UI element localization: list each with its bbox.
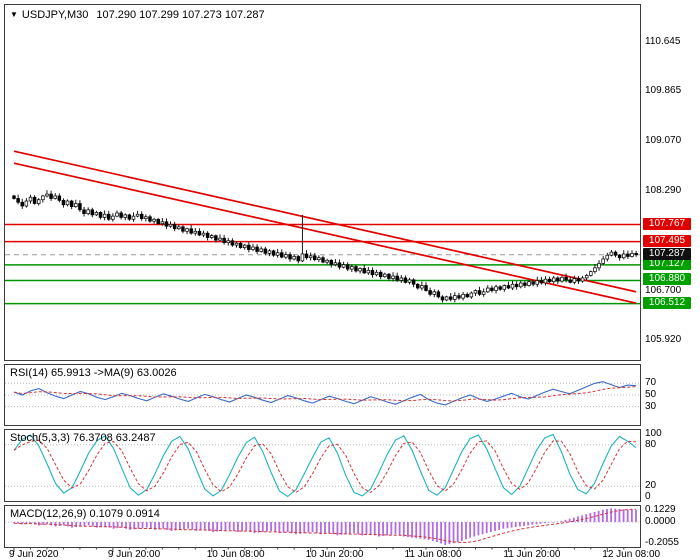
indicator-scale-label: 0.1229 xyxy=(645,504,676,515)
macd-signal-line xyxy=(13,508,637,543)
stochastic-panel: Stoch(5,3,3) 76.3708 63.2487 xyxy=(4,429,641,502)
stochastic-label: Stoch(5,3,3) 76.3708 63.2487 xyxy=(10,432,156,444)
resistance-price-tag: 107.767 xyxy=(643,217,691,230)
descending-trendline[interactable] xyxy=(13,150,637,293)
macd-panel: MACD(12,26,9) 0.1079 0.0914 xyxy=(4,505,641,548)
chart-title: ▼ USDJPY,M30 107.290 107.299 107.273 107.2… xyxy=(10,9,265,21)
price-axis-label: 105.920 xyxy=(645,334,682,345)
time-axis-label: 9 Jun 20:00 xyxy=(107,549,161,560)
time-scale[interactable] xyxy=(0,547,700,559)
indicator-scale-label: 0 xyxy=(645,491,651,502)
chart-dropdown-icon[interactable]: ▼ xyxy=(10,10,18,19)
stochastic-line xyxy=(13,433,637,498)
descending-trendline[interactable] xyxy=(13,162,637,304)
rsi-signal-line xyxy=(13,386,637,402)
indicator-scale-label: 50 xyxy=(645,389,657,400)
indicator-scale-label: 100 xyxy=(645,428,662,439)
time-axis-label: 9 Jun 2020 xyxy=(9,549,59,560)
price-chart-panel: ▼ USDJPY,M30 107.290 107.299 107.273 107.2… xyxy=(4,4,641,361)
indicator-scale-label: 70 xyxy=(645,377,657,389)
indicator-scale-label: 20 xyxy=(645,480,657,492)
support-price-tag: 106.512 xyxy=(643,296,691,309)
time-axis-label: 11 Jun 20:00 xyxy=(503,549,561,560)
price-scale[interactable]: 110.645 109.865 109.070 108.290 106.700 105.9… xyxy=(642,0,700,560)
rsi-line xyxy=(13,381,637,406)
ohlc-values: 107.290 107.299 107.273 107.287 xyxy=(96,9,265,21)
macd-histogram xyxy=(13,508,637,545)
time-axis-label: 10 Jun 08:00 xyxy=(206,549,265,560)
indicator-scale-label: 30 xyxy=(645,400,657,412)
time-axis-label: 11 Jun 08:00 xyxy=(404,549,462,560)
macd-label: MACD(12,26,9) 0.1079 0.0914 xyxy=(10,508,160,520)
indicator-scale-label: -0.2055 xyxy=(645,537,679,548)
rsi-label: RSI(14) 65.9913 ->MA(9) 63.0026 xyxy=(10,367,177,379)
resistance-price-tag: 107.495 xyxy=(643,234,691,247)
price-axis-label: 109.865 xyxy=(645,85,682,97)
rsi-panel: RSI(14) 65.9913 ->MA(9) 63.0026 xyxy=(4,364,641,426)
support-price-tag: 106.880 xyxy=(643,273,691,286)
time-axis-label: 12 Jun 08:00 xyxy=(602,549,661,560)
price-chart-canvas[interactable] xyxy=(5,5,640,360)
indicator-scale-label: 0.0000 xyxy=(645,516,676,528)
price-axis-label: 110.645 xyxy=(645,36,681,47)
symbol-label: USDJPY,M30 xyxy=(21,9,89,21)
price-axis-label: 109.070 xyxy=(645,135,682,147)
candlestick-series xyxy=(12,190,638,303)
price-axis-label: 106.700 xyxy=(645,284,682,296)
support-price-tag: 107.127 xyxy=(643,257,691,270)
rsi-canvas[interactable] xyxy=(5,365,640,425)
current-price-tag: 107.287 xyxy=(643,247,691,260)
time-axis-label: 10 Jun 20:00 xyxy=(305,549,364,560)
price-axis-label: 108.290 xyxy=(645,184,682,196)
stochastic-canvas[interactable] xyxy=(5,430,640,501)
macd-canvas[interactable] xyxy=(5,506,640,547)
stochastic-signal-line xyxy=(13,439,637,494)
indicator-scale-label: 80 xyxy=(645,438,657,450)
